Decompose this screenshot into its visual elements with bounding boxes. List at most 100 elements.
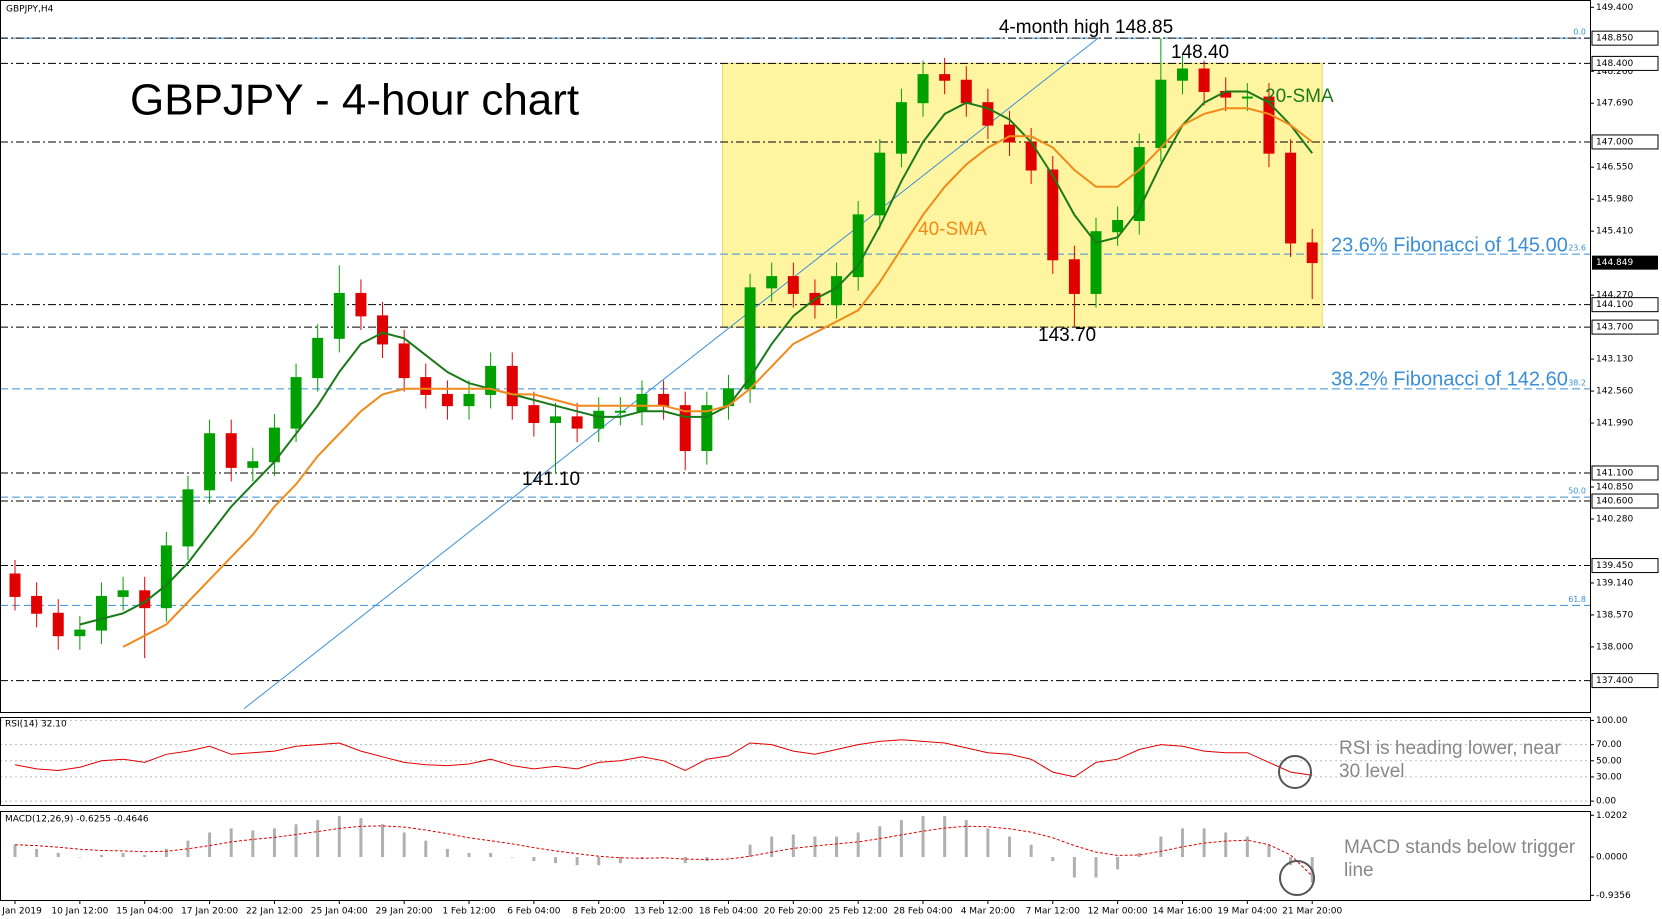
macd-bar xyxy=(402,832,406,858)
y-tick-label: 0.00 xyxy=(1596,797,1616,807)
candle-body xyxy=(117,590,129,597)
candle-body xyxy=(593,410,605,429)
candle-body xyxy=(1241,96,1253,99)
candle-body xyxy=(852,214,864,278)
candle-body xyxy=(463,393,475,407)
x-tick-label: 28 Feb 04:00 xyxy=(894,907,953,917)
highlight-circle xyxy=(1279,860,1315,896)
x-tick-label: 18 Feb 04:00 xyxy=(699,907,758,917)
macd-bar xyxy=(381,824,385,858)
macd-bar xyxy=(1008,836,1012,858)
y-tick-label: 145.410 xyxy=(1596,227,1633,237)
annotation: 30 level xyxy=(1339,761,1405,782)
level-label: 144.100 xyxy=(1596,300,1633,310)
y-tick-label: 1.0202 xyxy=(1596,811,1628,821)
level-box xyxy=(1591,319,1659,335)
candle-body xyxy=(614,410,626,413)
y-tick-label: 148.260 xyxy=(1596,67,1633,77)
macd-bar xyxy=(835,836,839,858)
x-tick-label: 17 Jan 20:00 xyxy=(181,907,238,917)
macd-bar xyxy=(78,857,82,858)
candle-body xyxy=(766,276,778,289)
last-price-label: 144.849 xyxy=(1596,258,1633,268)
macd-bar xyxy=(791,834,795,858)
candle-body xyxy=(960,79,972,104)
candle-body xyxy=(1068,259,1080,294)
macd-bar xyxy=(424,840,428,858)
candle-body xyxy=(74,629,86,637)
x-tick-label: 29 Jan 20:00 xyxy=(376,907,433,917)
rsi-line xyxy=(14,739,1313,778)
macd-bar xyxy=(1072,857,1076,878)
y-tick-label: 0.0000 xyxy=(1596,853,1628,863)
x-tick-label: 6 Feb 04:00 xyxy=(507,907,561,917)
macd-bar xyxy=(618,857,622,864)
level-label: 137.400 xyxy=(1596,676,1633,686)
macd-bar xyxy=(1051,857,1055,862)
x-tick-label: 4 Mar 20:00 xyxy=(961,907,1016,917)
macd-bar xyxy=(943,816,947,858)
macd-bar xyxy=(35,848,39,858)
y-tick-label: 50.00 xyxy=(1596,756,1622,766)
y-tick-label: 100.00 xyxy=(1596,716,1628,726)
y-tick-label: 145.980 xyxy=(1596,195,1633,205)
x-tick-label: 10 Jan 12:00 xyxy=(51,907,108,917)
candle-body xyxy=(247,461,259,468)
fib-label: 38.2 xyxy=(1568,378,1586,387)
x-tick-label: 20 Feb 20:00 xyxy=(764,907,823,917)
candle-body xyxy=(225,433,237,468)
y-tick-label: 144.270 xyxy=(1596,291,1633,301)
rsi-frame xyxy=(0,717,1591,806)
annotation: 143.70 xyxy=(1038,325,1096,346)
candle-body xyxy=(1112,220,1124,233)
x-tick-label: 13 Feb 12:00 xyxy=(634,907,693,917)
candle-body xyxy=(52,612,64,637)
x-tick-label: 15 Jan 04:00 xyxy=(116,907,173,917)
annotation: 38.2% Fibonacci of 142.60 xyxy=(1331,368,1568,390)
y-tick-label: 139.140 xyxy=(1596,578,1633,588)
candle-body xyxy=(895,102,907,154)
y-tick-label: 70.00 xyxy=(1596,740,1622,750)
candle-body xyxy=(95,595,107,631)
candle-body xyxy=(333,292,345,339)
candle-body xyxy=(1198,68,1210,92)
macd-bar xyxy=(1137,852,1141,858)
level-box xyxy=(1591,558,1659,574)
level-label: 148.400 xyxy=(1596,59,1633,69)
macd-bar xyxy=(121,852,125,858)
macd-bar xyxy=(748,844,752,858)
candle-body xyxy=(398,343,410,379)
macd-bar xyxy=(770,836,774,858)
candle-body xyxy=(571,416,583,429)
level-box xyxy=(1591,134,1659,150)
level-label: 140.600 xyxy=(1596,497,1633,507)
level-box xyxy=(1591,297,1659,313)
macd-bar xyxy=(208,832,212,858)
macd-bar xyxy=(1180,828,1184,858)
macd-bar xyxy=(597,857,601,866)
macd-bar xyxy=(1029,844,1033,858)
candle-body xyxy=(485,365,497,395)
macd-bar xyxy=(13,844,17,858)
macd-bar xyxy=(575,857,579,866)
macd-bar xyxy=(510,857,514,858)
candle-body xyxy=(506,365,518,407)
annotation: MACD stands below trigger xyxy=(1344,837,1576,858)
panel-title: MACD(12,26,9) -0.6255 -0.4646 xyxy=(5,815,149,825)
x-tick-label: 7 Mar 12:00 xyxy=(1026,907,1081,917)
macd-bar xyxy=(186,840,190,858)
annotation: 4-month high 148.85 xyxy=(999,17,1173,38)
macd-bar xyxy=(662,857,666,858)
candle-body xyxy=(204,433,216,491)
fib-label: 61.8 xyxy=(1568,595,1586,604)
fib-label: 0.0 xyxy=(1573,28,1586,37)
macd-bar xyxy=(99,854,103,858)
candle-body xyxy=(1047,169,1059,261)
candle-body xyxy=(1155,79,1167,149)
y-tick-label: 138.570 xyxy=(1596,610,1633,620)
candle-body xyxy=(377,315,389,345)
macd-bar xyxy=(1159,836,1163,858)
panel-title: RSI(14) 32.10 xyxy=(5,720,67,730)
y-tick-label: 140.280 xyxy=(1596,514,1633,524)
macd-bar xyxy=(726,857,730,858)
